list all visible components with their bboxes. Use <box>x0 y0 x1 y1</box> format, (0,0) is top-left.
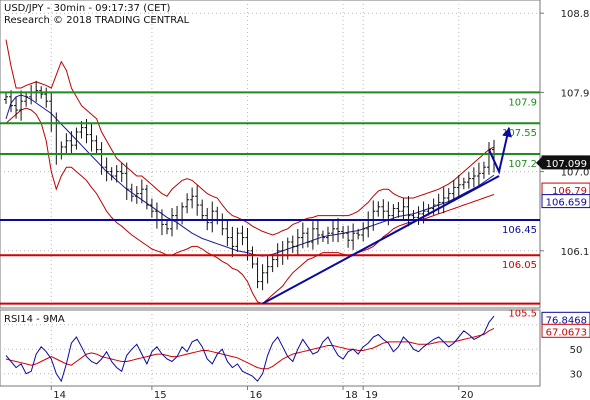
side-value-badge-box <box>541 194 590 209</box>
chart-title: USD/JPY - 30min - 09:17:37 (CET) <box>4 3 171 14</box>
bollinger-upper <box>5 39 495 236</box>
support-resistance-levels: 107.9 107.55 107.2 106.45 106.05 105.5 <box>0 91 540 320</box>
level-label: 107.2 <box>508 159 537 170</box>
rsi-tick-label: 30 <box>570 370 583 381</box>
chart-subtitle: Research © 2018 TRADING CENTRAL <box>4 15 190 26</box>
date-tick-label: 20 <box>461 390 474 400</box>
trendline <box>262 175 500 305</box>
projection-arrowhead <box>502 127 512 138</box>
price-bars <box>4 80 496 291</box>
date-tick-label: 15 <box>154 390 167 400</box>
level-label: 107.9 <box>508 97 537 108</box>
date-tick-label: 18 <box>345 390 358 400</box>
rsi-ma-value-badge-box <box>541 323 590 338</box>
level-label: 106.05 <box>502 260 537 271</box>
rsi-line <box>5 315 495 383</box>
rsi-panel-frame <box>0 309 541 387</box>
level-label: 107.55 <box>502 128 537 139</box>
rsi-tick-label: 50 <box>570 345 583 356</box>
rsi-ma-value-badge-text: 67.0673 <box>546 327 587 338</box>
date-tick-label: 16 <box>249 390 262 400</box>
ma-line <box>5 94 495 257</box>
rsi-lines <box>5 315 495 383</box>
moving-average <box>5 94 495 257</box>
side-value-badge-text: 106.659 <box>546 198 587 209</box>
uptrend-line <box>262 175 500 305</box>
rsi-ma-line <box>5 327 495 370</box>
date-tick-label: 19 <box>365 390 378 400</box>
side-value-badge-text: 106.79 <box>552 186 587 197</box>
level-label: 105.5 <box>508 309 537 320</box>
price-tick-label: 107.0 <box>561 168 590 179</box>
price-tick-label: 106.1 <box>561 247 590 258</box>
price-tick-label: 107.9 <box>561 88 590 99</box>
level-label: 106.45 <box>502 225 537 236</box>
current-price-pointer <box>536 156 542 169</box>
date-tick-label: 14 <box>53 390 66 400</box>
current-price-badge-box <box>541 155 590 170</box>
rsi-value-badge-text: 76.8468 <box>546 315 587 326</box>
projection-arrow <box>488 127 512 175</box>
price-tick-label: 108.8 <box>561 9 590 20</box>
rsi-title: RSI14 - 9MA <box>4 314 65 325</box>
projection-path <box>488 127 511 175</box>
current-price-badge-text: 107.099 <box>546 159 587 170</box>
